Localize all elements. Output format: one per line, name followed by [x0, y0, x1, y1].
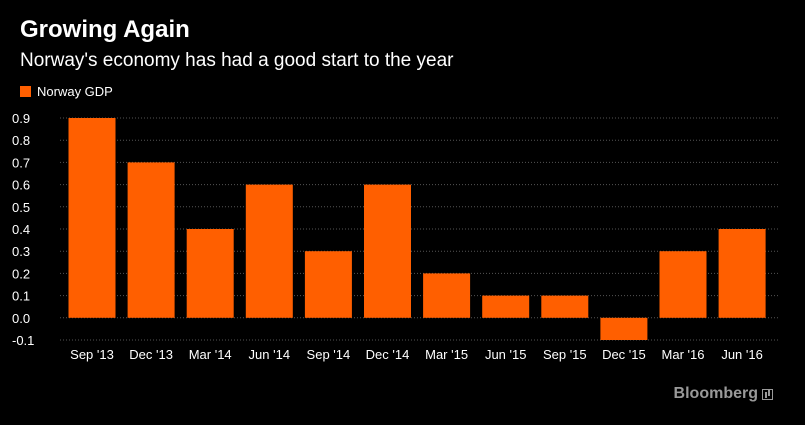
y-tick-label: 0.8 — [12, 133, 30, 148]
bar — [718, 229, 766, 318]
y-tick-label: 0.5 — [12, 200, 30, 215]
x-tick-label: Dec '13 — [129, 347, 173, 362]
x-tick-label: Dec '15 — [602, 347, 646, 362]
x-tick-label: Sep '15 — [543, 347, 587, 362]
bar — [423, 273, 471, 318]
bar — [482, 295, 530, 318]
bloomberg-chart-icon — [762, 388, 773, 400]
bar — [245, 184, 293, 318]
x-tick-label: Mar '15 — [425, 347, 468, 362]
x-tick-label: Sep '14 — [307, 347, 351, 362]
x-axis-ticks: Sep '13 Dec '13 Mar '14 Jun '14 Sep '14 Dec '… — [70, 347, 763, 362]
x-tick-label: Sep '13 — [70, 347, 114, 362]
bars — [68, 118, 766, 340]
gridlines — [60, 117, 780, 341]
y-tick-label: -0.1 — [12, 333, 34, 348]
y-tick-label: 0.7 — [12, 155, 30, 170]
x-tick-label: Dec '14 — [366, 347, 410, 362]
y-tick-label: 0.6 — [12, 178, 30, 193]
x-tick-label: Jun '14 — [249, 347, 291, 362]
y-axis-ticks: -0.1 0.0 0.1 0.2 0.3 0.4 0.5 0.6 0.7 0.8 0.9 — [12, 111, 34, 348]
x-tick-label: Jun '16 — [721, 347, 763, 362]
x-tick-label: Mar '14 — [189, 347, 232, 362]
y-tick-label: 0.2 — [12, 266, 30, 281]
legend-swatch — [20, 86, 31, 97]
legend-label: Norway GDP — [37, 84, 113, 99]
bar — [364, 184, 411, 318]
bar — [127, 162, 175, 318]
y-tick-label: 0.4 — [12, 222, 30, 237]
bar — [304, 251, 352, 318]
bar — [186, 229, 234, 318]
y-tick-label: 0.3 — [12, 244, 30, 259]
x-tick-label: Mar '16 — [662, 347, 705, 362]
legend: Norway GDP — [20, 84, 113, 99]
chart-subtitle: Norway's economy has had a good start to… — [20, 50, 454, 71]
y-tick-label: 0.9 — [12, 111, 30, 126]
bar — [68, 118, 116, 318]
bar — [600, 317, 648, 340]
brand-label: Bloomberg — [673, 385, 758, 402]
x-tick-label: Jun '15 — [485, 347, 527, 362]
bar — [541, 295, 589, 318]
bloomberg-logo: Bloomberg — [674, 385, 773, 403]
chart-title: Growing Again — [20, 16, 190, 43]
bar — [659, 251, 707, 318]
y-tick-label: 0.1 — [12, 289, 30, 304]
y-tick-label: 0.0 — [12, 311, 30, 326]
